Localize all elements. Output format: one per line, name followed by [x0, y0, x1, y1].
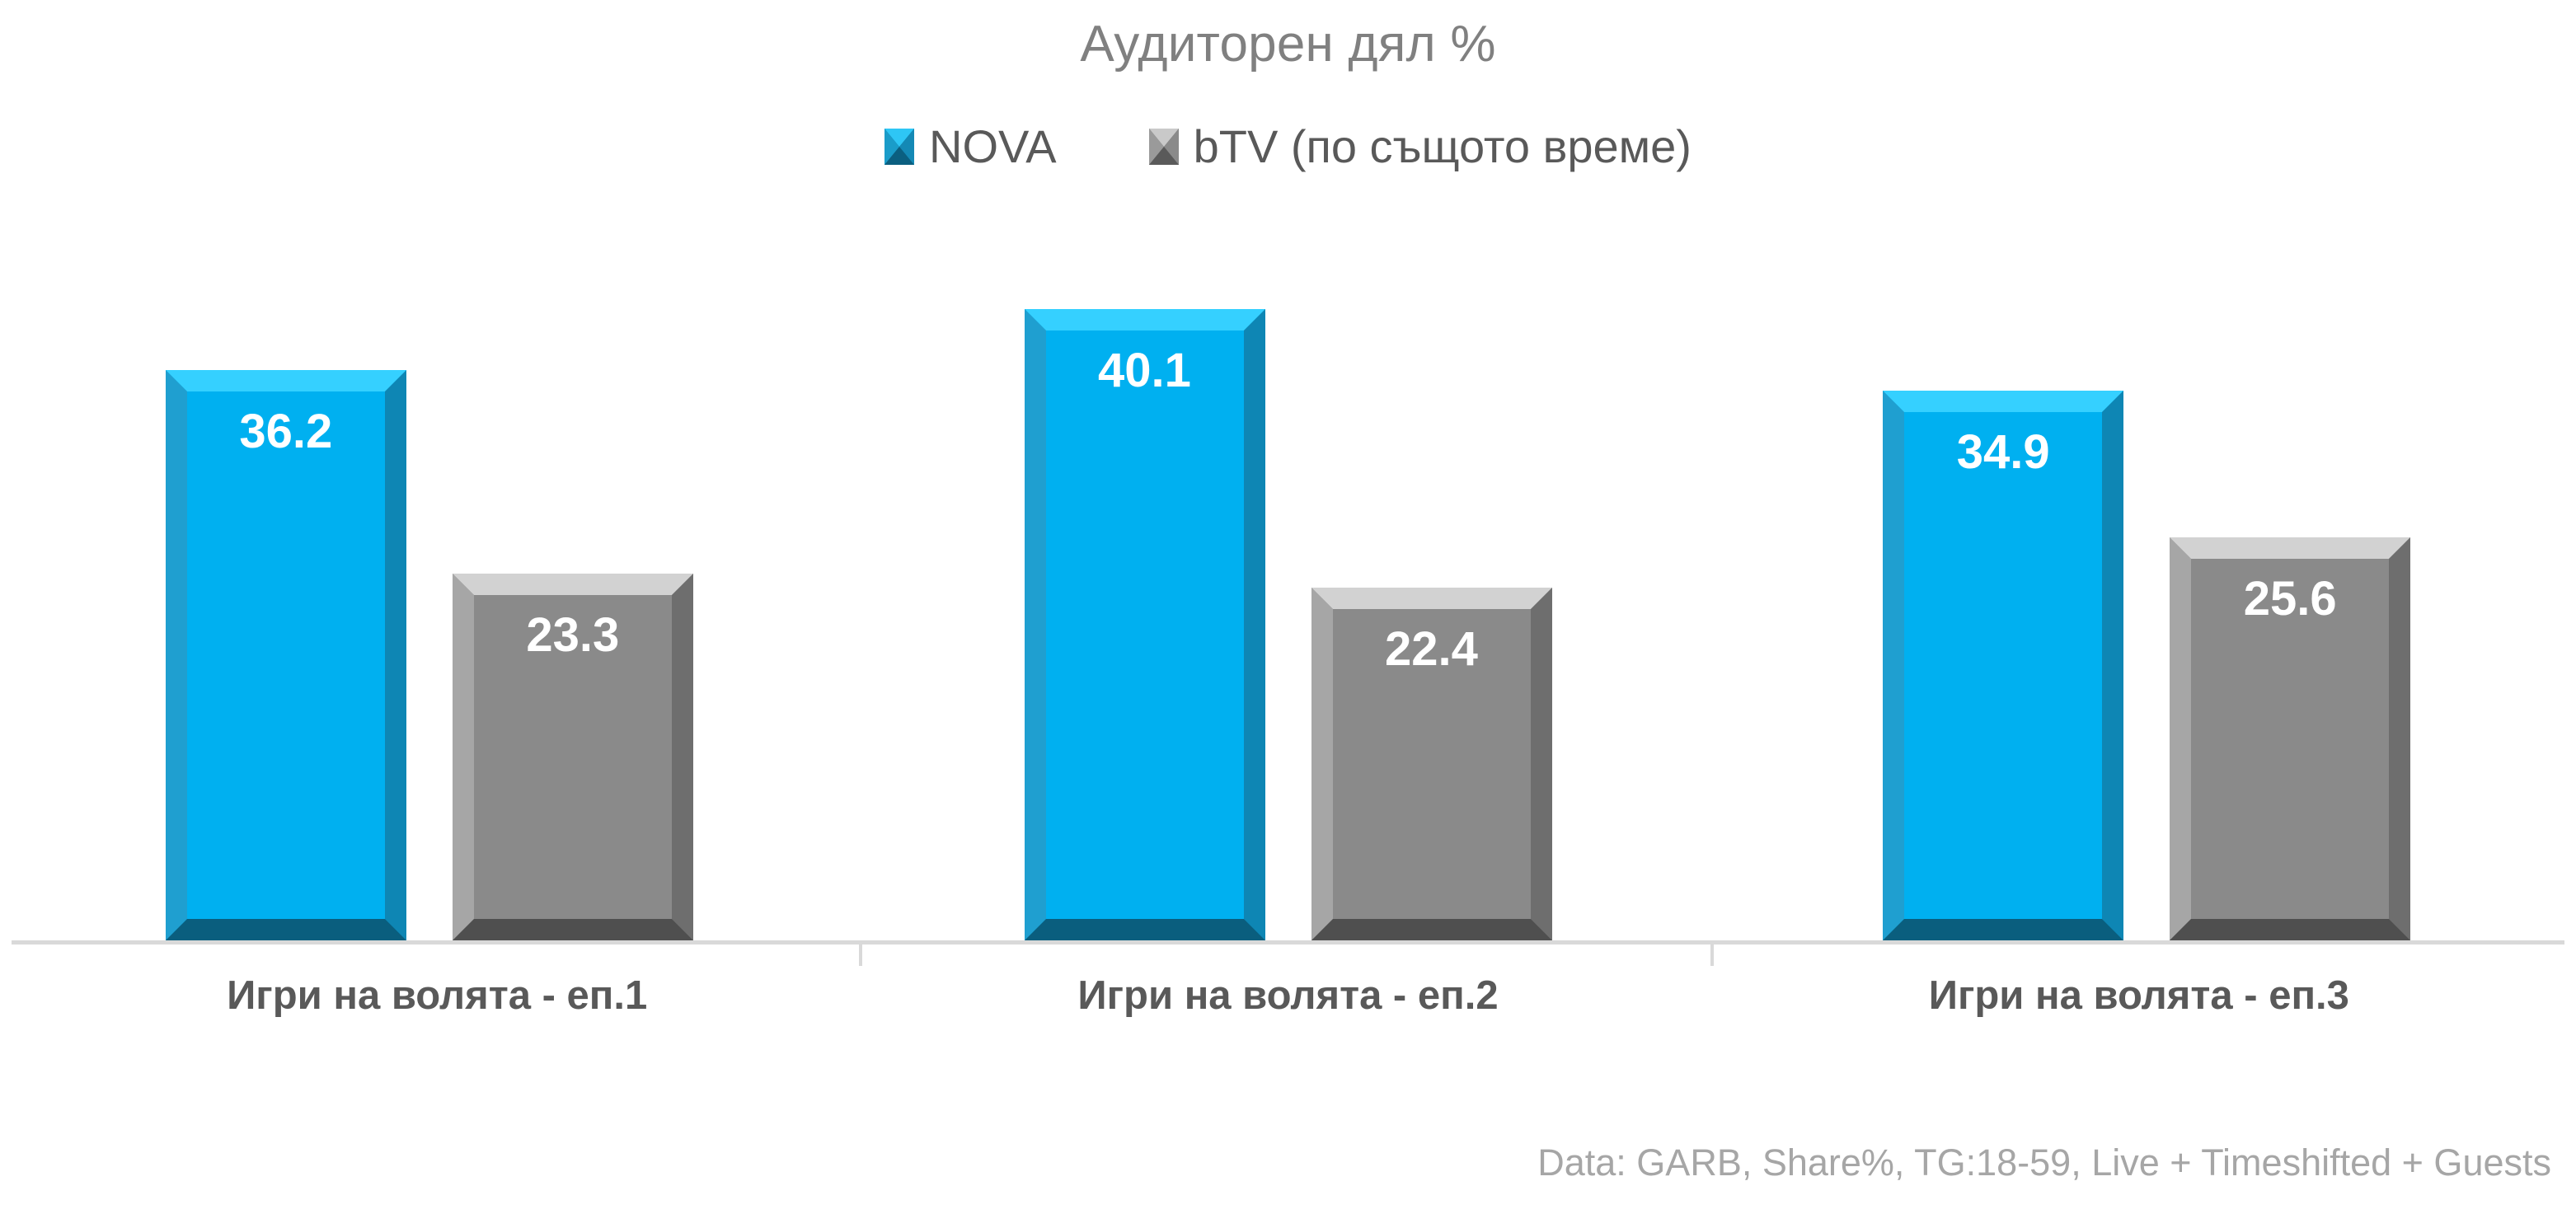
- source-footnote: Data: GARB, Share%, TG:18-59, Live + Tim…: [1537, 1141, 2551, 1183]
- legend-swatch-btv: [1148, 129, 1179, 165]
- category-axis-line: [12, 940, 2564, 944]
- legend-item-nova[interactable]: NOVA: [884, 124, 1057, 170]
- axis-tick: [1714, 944, 2564, 966]
- legend-label-btv: bTV (по същото време): [1193, 120, 1692, 172]
- bar-shape: [1883, 391, 2124, 940]
- category-axis-ticks: [12, 944, 2564, 966]
- axis-tick: [862, 944, 1714, 966]
- legend-swatch-nova: [884, 129, 915, 165]
- bar-shape: [165, 370, 406, 940]
- bar-value-label: 34.9: [1956, 425, 2050, 479]
- bar-shape: [1311, 588, 1552, 940]
- bar-shape: [452, 574, 693, 940]
- category-label-1: Игри на волята - еп.1: [227, 973, 648, 1018]
- bar-group: 40.1 22.4: [859, 247, 1718, 940]
- bar-group: 36.2 23.3: [0, 247, 859, 940]
- bar-groups: 36.2 23.3 40.1 22.4 34.9 25.6: [0, 247, 2576, 940]
- bar-nova[interactable]: 40.1: [1024, 309, 1265, 940]
- legend-swatch-nova-glyph: [884, 129, 915, 165]
- legend-label-nova: NOVA: [929, 120, 1057, 172]
- bar-shape: [2170, 537, 2411, 940]
- bar-shape: [1024, 309, 1265, 940]
- bar-value-label: 36.2: [239, 405, 333, 458]
- axis-tick: [12, 944, 863, 966]
- bar-btv[interactable]: 23.3: [452, 574, 693, 940]
- bar-nova[interactable]: 34.9: [1883, 391, 2124, 940]
- chart-title: Аудиторен дял %: [1080, 16, 1496, 73]
- bar-value-label: 25.6: [2243, 572, 2337, 626]
- bar-value-label: 40.1: [1098, 344, 1191, 397]
- plot-area: 36.2 23.3 40.1 22.4 34.9 25.6: [0, 247, 2576, 940]
- legend-swatch-btv-glyph: [1148, 129, 1179, 165]
- bar-btv[interactable]: 22.4: [1311, 588, 1552, 940]
- category-label-2: Игри на волята - еп.2: [1077, 973, 1499, 1018]
- bar-value-label: 23.3: [526, 608, 620, 662]
- bar-btv[interactable]: 25.6: [2170, 537, 2411, 940]
- category-label-3: Игри на волята - еп.3: [1928, 973, 2349, 1018]
- bar-group: 34.9 25.6: [1717, 247, 2576, 940]
- category-labels: Игри на волята - еп.1 Игри на волята - еп…: [12, 973, 2564, 1032]
- bar-nova[interactable]: 36.2: [165, 370, 406, 940]
- legend-item-btv[interactable]: bTV (по същото време): [1148, 120, 1692, 172]
- chart-legend: NOVA bTV (по същото време): [0, 124, 2576, 170]
- bar-value-label: 22.4: [1385, 622, 1478, 676]
